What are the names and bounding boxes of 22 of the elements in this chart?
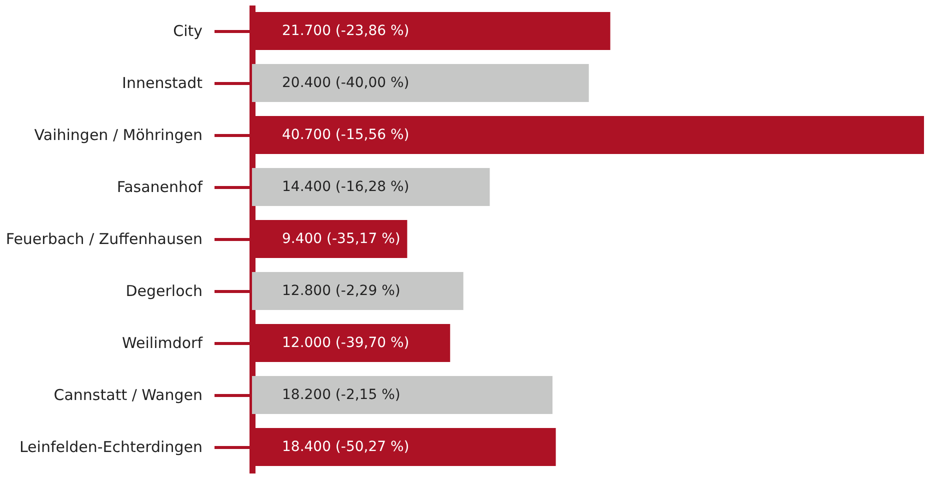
y-tick-label: City <box>173 22 203 40</box>
data-label: 21.700 (-23,86 %) <box>282 23 410 39</box>
data-label: 40.700 (-15,56 %) <box>282 127 410 143</box>
y-tick-label: Leinfelden-Echterdingen <box>19 438 202 456</box>
data-label: 14.400 (-16,28 %) <box>282 179 410 195</box>
y-tick-label: Cannstatt / Wangen <box>54 386 202 404</box>
y-tick-label: Innenstadt <box>122 74 203 92</box>
y-tick-label: Vaihingen / Möhringen <box>34 126 202 144</box>
data-label: 12.000 (-39,70 %) <box>282 335 410 351</box>
y-tick-label: Fasanenhof <box>116 178 204 196</box>
bar <box>252 272 464 310</box>
bar <box>252 64 589 102</box>
data-label: 18.200 (-2,15 %) <box>282 387 400 403</box>
bar <box>252 168 490 206</box>
data-label: 12.800 (-2,29 %) <box>282 283 400 299</box>
data-label: 9.400 (-35,17 %) <box>282 231 400 247</box>
y-tick-label: Weilimdorf <box>122 334 204 352</box>
y-tick-label: Degerloch <box>126 282 202 300</box>
bar <box>252 376 552 414</box>
data-label: 20.400 (-40,00 %) <box>282 75 410 91</box>
data-label: 18.400 (-50,27 %) <box>282 439 410 455</box>
y-tick-label: Feuerbach / Zuffenhausen <box>6 230 202 248</box>
